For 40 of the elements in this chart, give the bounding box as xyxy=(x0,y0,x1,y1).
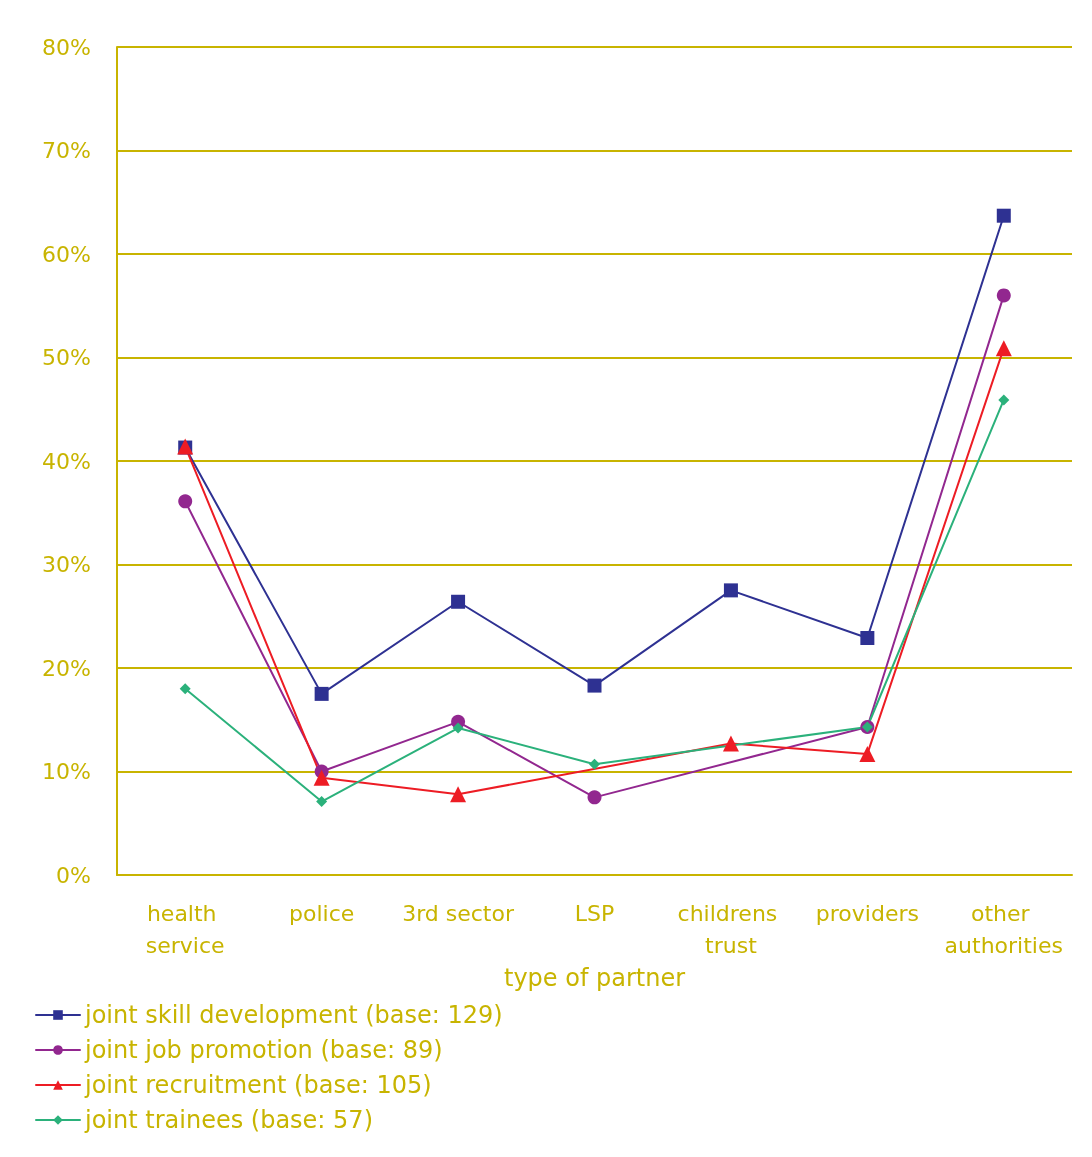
point xyxy=(316,796,328,808)
y-tick-label: 10% xyxy=(42,759,91,784)
point xyxy=(723,583,738,598)
point xyxy=(313,769,330,786)
point xyxy=(450,786,467,803)
x-tick-label: other authorities xyxy=(944,900,1063,958)
point xyxy=(860,630,875,645)
point xyxy=(722,735,739,752)
legend-label: joint recruitment (base: 105) xyxy=(84,1071,432,1099)
x-tick-label: LSP xyxy=(574,900,615,926)
x-tick-label: childrens trust xyxy=(677,900,785,958)
legend-label: joint job promotion (base: 89) xyxy=(84,1036,443,1064)
point xyxy=(998,394,1010,406)
y-tick-label: 80% xyxy=(42,34,91,60)
point xyxy=(996,208,1011,223)
x-axis-title: type of partner xyxy=(503,963,686,992)
legend-label: joint skill development (base: 129) xyxy=(84,1001,503,1029)
point xyxy=(996,288,1011,303)
x-tick-label: health service xyxy=(145,900,225,958)
y-tick-label: 30% xyxy=(42,552,91,577)
point xyxy=(179,683,191,695)
y-tick-label: 60% xyxy=(42,241,91,267)
x-tick-label: providers xyxy=(815,900,919,926)
point xyxy=(859,745,876,762)
point xyxy=(178,494,193,509)
y-tick-label: 70% xyxy=(42,138,91,163)
x-tick-label: 3rd sector xyxy=(402,900,515,926)
point xyxy=(589,758,600,770)
legend-label: joint trainees (base: 57) xyxy=(84,1106,373,1134)
point xyxy=(587,678,602,693)
y-tick-label: 40% xyxy=(42,448,91,474)
y-tick-label: 0% xyxy=(56,862,91,888)
point xyxy=(995,340,1012,357)
point xyxy=(314,686,329,701)
point xyxy=(451,594,466,609)
x-tick-label: police xyxy=(289,900,355,926)
point xyxy=(587,790,602,805)
y-tick-label: 20% xyxy=(42,655,91,681)
point xyxy=(452,722,464,734)
y-tick-label: 50% xyxy=(42,345,91,370)
